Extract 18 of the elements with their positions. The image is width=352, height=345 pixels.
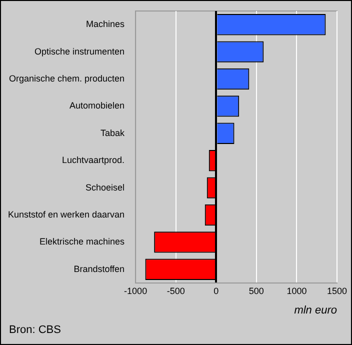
y-tick-label: Luchtvaartprod. (62, 155, 125, 166)
y-tick-label: Optische instrumenten (34, 46, 125, 56)
x-tick-label: 1500 (326, 286, 348, 296)
y-tick-label: Automobielen (70, 100, 125, 111)
x-tick-label: 500 (248, 286, 264, 296)
text: Bron: CBS (9, 324, 61, 336)
y-tick-label: Tabak (100, 128, 126, 138)
x-axis-title: mln euro (294, 304, 337, 316)
y-tick-label: Brandstoffen (74, 264, 125, 274)
y-tick-label: Kunststof en werken daarvan (8, 209, 125, 220)
y-tick-label: Machines (86, 19, 126, 30)
y-tick-label: Elektrische machines (40, 236, 126, 247)
x-tick-label: -1000 (124, 286, 148, 296)
y-tick-label: Organische chem. producten (8, 73, 125, 84)
x-tick-label: 0 (214, 286, 219, 296)
x-tick-label: 1000 (286, 286, 307, 296)
y-tick-label: Schoeisel (86, 182, 125, 192)
x-tick-label: -500 (166, 286, 185, 296)
